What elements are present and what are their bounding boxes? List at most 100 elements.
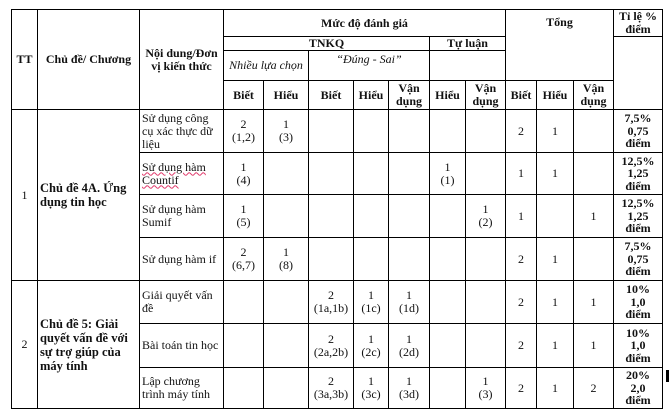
count-cell (573, 109, 614, 153)
count-cell (263, 280, 309, 324)
count-value: 2 (518, 380, 524, 395)
count-cell (465, 323, 506, 368)
table-row: 2 Chủ đề 5: Giải quyết vấn đề với sự trợ … (11, 280, 663, 409)
count-cell: 1 (536, 152, 574, 195)
col-hieu: Hiểu (353, 80, 389, 110)
count-value: 1 (406, 288, 412, 302)
count-cell: 2 (505, 237, 537, 281)
ratio-line: điểm (625, 136, 651, 151)
count-value: (4) (236, 172, 251, 187)
count-value: 2 (590, 380, 597, 395)
table-row: Lập chương trình máy tính 2 (3a,3b) 1 (3c) 1(… (12, 367, 663, 409)
ratio-line: 10% (626, 325, 650, 340)
count-cell (223, 280, 264, 324)
table-row: Bài toán tin học 2 (2a,2b) 1 (2c) 1 (2d) 2 1 1 10%… (12, 323, 663, 368)
count-cell (308, 237, 354, 281)
count-cell (388, 194, 430, 238)
count-cell: 2 (6,7) (223, 237, 264, 281)
count-cell (308, 194, 354, 238)
count-cell (429, 323, 466, 368)
count-value: 1 (590, 294, 597, 309)
count-cell: 2 (1a,1b) (308, 280, 354, 324)
header-multiple-choice: Nhiều lựa chọn (223, 50, 309, 81)
count-value: (3) (279, 130, 293, 144)
count-cell (429, 194, 466, 238)
ratio-line: 12,5% (621, 153, 655, 168)
count-value: 2 (518, 294, 524, 309)
count-cell: 1 (4) (223, 152, 264, 195)
count-value: 1 (590, 208, 597, 223)
count-value: (5) (236, 215, 251, 229)
count-value: 1 (406, 331, 412, 346)
header-tnkq: TNKQ (223, 36, 430, 51)
count-cell: 2 (505, 109, 537, 153)
count-cell (353, 109, 389, 153)
count-cell (308, 109, 354, 153)
assessment-matrix-table: TT Chủ đề/ Chương Nội dung/Đơn vị kiến t… (11, 9, 663, 409)
count-cell: 1 (505, 152, 537, 195)
count-cell: 1 (3) (465, 367, 506, 409)
count-value: 1 (368, 374, 374, 388)
ratio-line: điểm (625, 221, 651, 236)
header-tl-blank (429, 50, 506, 81)
count-cell (263, 152, 309, 195)
ratio-line: 1,25 (627, 208, 649, 223)
row-number: 1 (11, 109, 38, 281)
content-unit-text: Sử dụng hàm Sumif (142, 202, 206, 229)
count-cell: 2 (505, 323, 537, 368)
score-ratio: 12,5% 1,25 điểm (613, 152, 663, 195)
score-ratio: 7,5% 0,75 điểm (613, 109, 663, 153)
count-value: 2 (328, 331, 334, 346)
count-cell (465, 152, 506, 195)
ratio-line: 1,0 (630, 294, 646, 309)
count-cell (388, 237, 430, 281)
row-number: 2 (11, 280, 38, 409)
count-cell: 1 (536, 367, 574, 409)
count-value: 1 (552, 338, 558, 352)
count-value: 2 (328, 288, 334, 302)
ratio-line: 0,75 (627, 251, 649, 266)
count-value: 2 (240, 117, 247, 131)
header-ratio-blank (613, 36, 663, 110)
count-cell (429, 280, 466, 324)
count-value: 1 (240, 202, 247, 216)
count-value: 1 (406, 374, 412, 388)
col-biet: Biết (223, 80, 264, 110)
content-unit: Giải quyết vấn đề (139, 280, 224, 324)
count-cell: 1 (3) (263, 109, 309, 153)
count-value: 1 (552, 123, 558, 138)
content-unit-text: Sử dụng hàm Countif (142, 159, 206, 187)
count-cell (536, 194, 574, 238)
count-cell: 2 (1,2) (223, 109, 264, 153)
count-cell (263, 323, 309, 368)
count-cell: 1 (1c) (353, 280, 389, 324)
header-content: Nội dung/Đơn vị kiến thức (139, 9, 224, 110)
count-cell (353, 237, 389, 281)
count-value: 2 (518, 338, 524, 352)
content-unit: Lập chương trình máy tính (139, 367, 224, 409)
count-value: 1 (368, 288, 374, 302)
count-value: (1c) (361, 301, 381, 315)
count-cell (573, 152, 614, 195)
count-cell: 1 (573, 280, 614, 324)
count-cell (353, 194, 389, 238)
count-cell (573, 237, 614, 281)
count-value: 1 (590, 338, 597, 352)
count-cell: 1 (2d) (388, 323, 430, 368)
count-cell: 1 (536, 109, 574, 153)
content-unit: Bài toán tin học (139, 323, 224, 368)
count-cell: 2 (3a,3b) (308, 367, 354, 409)
col-van-dung: Vận dụng (465, 80, 506, 110)
count-value: (2) (478, 215, 493, 229)
content-unit-text: Bài toán tin học (142, 338, 219, 352)
count-value: (1) (440, 172, 455, 187)
count-value: (3a,3b) (313, 387, 349, 401)
count-cell: 1 (2c) (353, 323, 389, 368)
count-cell (353, 152, 389, 195)
ratio-line: điểm (625, 350, 651, 365)
ratio-line: 7,5% (624, 111, 652, 126)
content-unit-text: Lập chương trình máy tính (142, 374, 210, 401)
score-ratio: 7,5% 0,75 điểm (613, 237, 663, 281)
count-value: 1 (552, 166, 558, 180)
count-cell: 1 (505, 194, 537, 238)
